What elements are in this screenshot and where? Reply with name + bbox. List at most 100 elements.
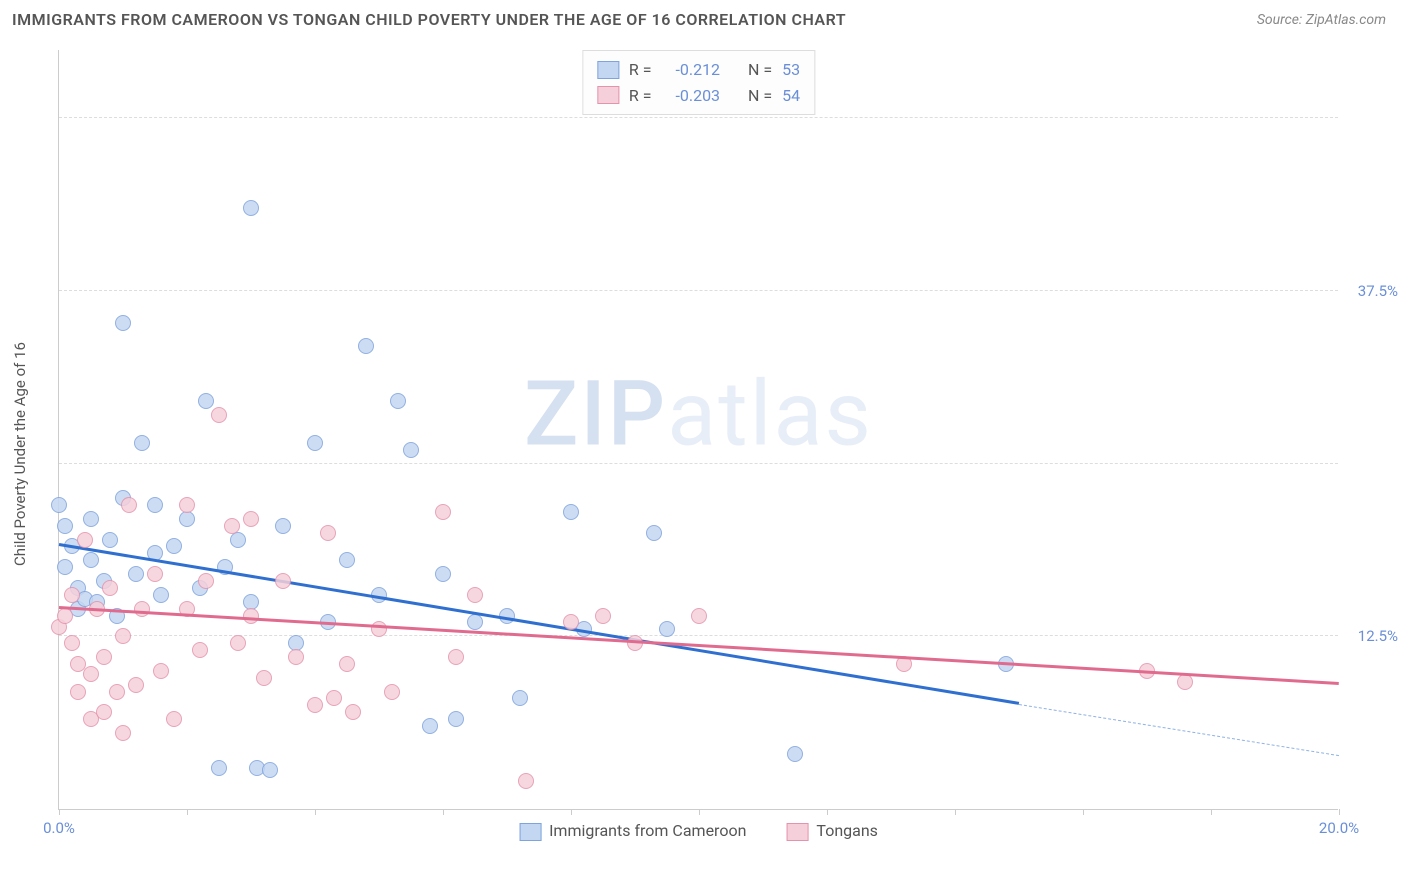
x-tick: [59, 809, 60, 815]
gridline: [59, 117, 1338, 118]
data-point: [211, 407, 227, 423]
data-point: [422, 718, 438, 734]
data-point: [57, 608, 73, 624]
data-point: [115, 725, 131, 741]
data-point: [192, 642, 208, 658]
data-point: [691, 608, 707, 624]
data-point: [102, 532, 118, 548]
data-point: [563, 614, 579, 630]
chart-title: IMMIGRANTS FROM CAMEROON VS TONGAN CHILD…: [12, 10, 846, 29]
data-point: [147, 566, 163, 582]
data-point: [83, 666, 99, 682]
data-point: [435, 566, 451, 582]
data-point: [275, 518, 291, 534]
plot-area: ZIPatlas R = -0.212 N = 53 R = -0.203 N …: [58, 50, 1338, 810]
data-point: [166, 711, 182, 727]
x-tick-label: 20.0%: [1319, 819, 1359, 837]
data-point: [57, 518, 73, 534]
data-point: [57, 559, 73, 575]
data-point: [115, 628, 131, 644]
series-legend: Immigrants from Cameroon Tongans: [519, 821, 878, 841]
source-link[interactable]: ZipAtlas.com: [1306, 12, 1386, 28]
data-point: [153, 663, 169, 679]
y-tick-label: 37.5%: [1358, 282, 1398, 300]
data-point: [390, 393, 406, 409]
swatch-icon: [786, 823, 808, 841]
data-point: [659, 621, 675, 637]
swatch-icon: [597, 86, 619, 104]
x-tick: [1083, 809, 1084, 815]
data-point: [83, 552, 99, 568]
x-tick: [699, 809, 700, 815]
x-tick: [827, 809, 828, 815]
data-point: [243, 200, 259, 216]
data-point: [109, 684, 125, 700]
gridline: [59, 463, 1338, 464]
x-tick: [443, 809, 444, 815]
data-point: [77, 532, 93, 548]
data-point: [345, 704, 361, 720]
y-tick-label: 12.5%: [1358, 627, 1398, 645]
data-point: [358, 338, 374, 354]
data-point: [224, 518, 240, 534]
trend-line-extrapolated: [1019, 704, 1339, 756]
chart-container: Child Poverty Under the Age of 16 ZIPatl…: [30, 40, 1390, 850]
data-point: [96, 649, 112, 665]
x-tick: [187, 809, 188, 815]
correlation-legend: R = -0.212 N = 53 R = -0.203 N = 54: [582, 50, 815, 115]
data-point: [70, 684, 86, 700]
source-attribution: Source: ZipAtlas.com: [1257, 12, 1386, 28]
data-point: [230, 635, 246, 651]
data-point: [595, 608, 611, 624]
data-point: [198, 393, 214, 409]
swatch-icon: [519, 823, 541, 841]
data-point: [230, 532, 246, 548]
data-point: [243, 608, 259, 624]
data-point: [198, 573, 214, 589]
data-point: [64, 587, 80, 603]
data-point: [448, 711, 464, 727]
data-point: [121, 497, 137, 513]
x-tick: [955, 809, 956, 815]
data-point: [115, 315, 131, 331]
data-point: [166, 538, 182, 554]
legend-item-cameroon: Immigrants from Cameroon: [519, 821, 746, 841]
data-point: [256, 670, 272, 686]
data-point: [320, 525, 336, 541]
x-tick: [1339, 809, 1340, 815]
data-point: [243, 511, 259, 527]
data-point: [275, 573, 291, 589]
data-point: [307, 435, 323, 451]
data-point: [403, 442, 419, 458]
legend-item-tongans: Tongans: [786, 821, 878, 841]
data-point: [339, 552, 355, 568]
data-point: [128, 677, 144, 693]
data-point: [96, 704, 112, 720]
x-tick-label: 0.0%: [43, 819, 75, 837]
data-point: [563, 504, 579, 520]
x-tick: [571, 809, 572, 815]
data-point: [518, 773, 534, 789]
data-point: [102, 580, 118, 596]
data-point: [64, 635, 80, 651]
gridline: [59, 635, 1338, 636]
correlation-row-cameroon: R = -0.212 N = 53: [597, 57, 800, 83]
data-point: [435, 504, 451, 520]
watermark: ZIPatlas: [524, 362, 873, 467]
trend-line: [59, 543, 1019, 705]
data-point: [288, 649, 304, 665]
gridline: [59, 290, 1338, 291]
data-point: [128, 566, 144, 582]
data-point: [83, 511, 99, 527]
data-point: [51, 497, 67, 513]
data-point: [147, 497, 163, 513]
data-point: [179, 497, 195, 513]
x-tick: [315, 809, 316, 815]
data-point: [384, 684, 400, 700]
data-point: [262, 762, 278, 778]
data-point: [339, 656, 355, 672]
data-point: [134, 435, 150, 451]
data-point: [211, 760, 227, 776]
data-point: [646, 525, 662, 541]
x-tick: [1211, 809, 1212, 815]
